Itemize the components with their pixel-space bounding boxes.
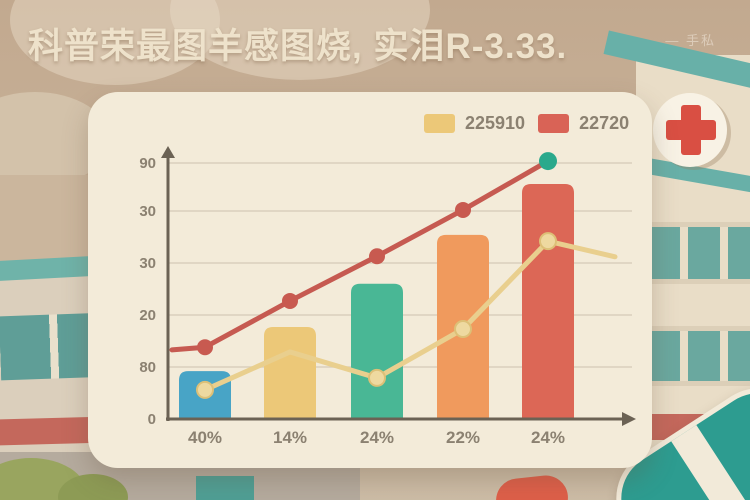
page-title: 科普荣最图羊感图烧, 实泪R-3.33. — [28, 27, 568, 66]
y-tick-label: 90 — [139, 155, 156, 172]
data-point-red — [197, 339, 213, 356]
data-point-yellow — [196, 380, 214, 399]
red-cross-icon — [666, 120, 716, 140]
legend-swatch-yellow — [424, 114, 455, 133]
y-tick-label: 30 — [139, 255, 156, 272]
legend-item: 225910 — [424, 113, 525, 134]
legend-label: 225910 — [465, 113, 526, 133]
data-point-red — [455, 201, 471, 218]
legend-label: 22720 — [579, 113, 630, 133]
watermark-text: — 手私 — [665, 33, 716, 48]
data-point-red — [369, 248, 385, 265]
chart-legend: 225910 22720 — [424, 113, 629, 134]
y-tick-label: 30 — [139, 203, 156, 220]
x-tick-label: 24% — [360, 428, 394, 447]
x-tick-label: 40% — [188, 428, 222, 447]
hospital-right-window-row — [648, 326, 750, 386]
x-axis-arrow-icon — [622, 412, 636, 426]
y-tick-label: 80 — [139, 359, 156, 376]
data-point-yellow — [539, 232, 557, 251]
y-tick-label: 20 — [139, 307, 156, 324]
line-series-yellow — [202, 238, 618, 393]
legend-swatch-red — [538, 114, 570, 133]
x-tick-label: 22% — [446, 428, 480, 447]
x-tick-label: 24% — [531, 428, 565, 447]
data-point-yellow — [368, 368, 386, 387]
bar — [351, 283, 403, 419]
x-tick-label: 14% — [273, 428, 307, 447]
y-tick-label: 0 — [148, 411, 156, 428]
bar — [264, 326, 316, 419]
hospital-right-window-row — [648, 222, 750, 284]
data-point-yellow — [454, 320, 472, 339]
legend-item: 22720 — [538, 113, 629, 134]
hospital-door — [196, 476, 254, 500]
data-point-red — [539, 152, 557, 171]
bar — [522, 183, 574, 419]
y-axis-arrow-icon — [161, 146, 175, 158]
data-point-red — [282, 292, 298, 309]
